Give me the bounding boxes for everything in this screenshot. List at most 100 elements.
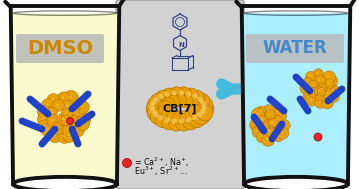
Circle shape: [326, 75, 338, 87]
Circle shape: [155, 90, 171, 106]
Circle shape: [42, 110, 45, 112]
Circle shape: [78, 113, 91, 126]
Circle shape: [314, 133, 322, 141]
Circle shape: [158, 115, 164, 121]
Ellipse shape: [13, 177, 117, 189]
FancyBboxPatch shape: [246, 34, 344, 63]
Circle shape: [258, 124, 267, 133]
Polygon shape: [40, 127, 44, 131]
Circle shape: [159, 101, 172, 114]
Circle shape: [303, 78, 313, 88]
Text: WATER: WATER: [262, 39, 327, 57]
Circle shape: [57, 113, 70, 126]
Circle shape: [256, 106, 266, 117]
Polygon shape: [242, 13, 350, 180]
Circle shape: [70, 98, 83, 110]
Circle shape: [313, 69, 323, 79]
Circle shape: [47, 115, 60, 127]
Circle shape: [162, 97, 175, 110]
Circle shape: [64, 90, 78, 105]
FancyBboxPatch shape: [16, 34, 104, 63]
Circle shape: [42, 118, 44, 120]
Circle shape: [327, 90, 340, 103]
Polygon shape: [270, 137, 274, 141]
Circle shape: [153, 96, 159, 102]
Circle shape: [162, 108, 175, 121]
Circle shape: [262, 133, 275, 146]
Circle shape: [261, 135, 263, 137]
Circle shape: [200, 108, 206, 114]
Circle shape: [332, 89, 334, 91]
Circle shape: [38, 120, 51, 133]
Polygon shape: [46, 112, 50, 116]
Circle shape: [324, 79, 334, 89]
Circle shape: [261, 127, 263, 129]
Circle shape: [74, 116, 90, 131]
Circle shape: [327, 92, 329, 94]
Circle shape: [321, 97, 334, 109]
Circle shape: [260, 110, 261, 112]
Circle shape: [194, 109, 210, 125]
Circle shape: [198, 101, 214, 117]
Polygon shape: [340, 87, 344, 91]
Circle shape: [307, 96, 309, 98]
Circle shape: [150, 93, 166, 109]
Circle shape: [188, 101, 201, 114]
Circle shape: [57, 126, 59, 129]
Circle shape: [41, 99, 55, 112]
Circle shape: [331, 94, 334, 97]
Circle shape: [189, 112, 205, 128]
Circle shape: [164, 117, 170, 123]
Circle shape: [188, 104, 201, 117]
Circle shape: [269, 118, 278, 127]
Polygon shape: [76, 122, 80, 126]
Circle shape: [273, 115, 282, 124]
Circle shape: [314, 75, 326, 87]
Polygon shape: [90, 112, 94, 116]
Circle shape: [47, 94, 60, 107]
Circle shape: [179, 90, 184, 96]
Circle shape: [323, 88, 334, 100]
Polygon shape: [252, 115, 256, 119]
Circle shape: [315, 91, 325, 101]
Circle shape: [176, 87, 192, 103]
Circle shape: [76, 101, 90, 114]
Polygon shape: [11, 13, 119, 180]
Circle shape: [318, 90, 319, 91]
Circle shape: [61, 100, 74, 112]
Circle shape: [312, 84, 314, 86]
Circle shape: [66, 118, 74, 125]
Circle shape: [192, 115, 198, 121]
Circle shape: [328, 85, 339, 96]
Circle shape: [323, 71, 336, 84]
Text: N: N: [178, 42, 184, 48]
Circle shape: [57, 92, 70, 104]
Circle shape: [37, 113, 51, 126]
Circle shape: [262, 119, 263, 120]
Circle shape: [309, 88, 318, 98]
Circle shape: [314, 86, 324, 96]
Circle shape: [197, 105, 213, 121]
Circle shape: [317, 88, 326, 96]
Circle shape: [149, 104, 155, 110]
Circle shape: [263, 105, 274, 116]
Circle shape: [63, 135, 65, 137]
Circle shape: [306, 94, 318, 106]
Polygon shape: [308, 89, 312, 93]
Circle shape: [276, 118, 278, 120]
Circle shape: [185, 108, 198, 121]
Circle shape: [266, 123, 268, 125]
Circle shape: [75, 102, 77, 104]
Polygon shape: [294, 75, 298, 79]
Polygon shape: [70, 127, 74, 131]
Circle shape: [183, 114, 199, 130]
Circle shape: [200, 100, 206, 106]
Circle shape: [267, 119, 277, 128]
Circle shape: [258, 115, 268, 125]
Circle shape: [265, 110, 275, 121]
Circle shape: [321, 87, 322, 89]
Circle shape: [277, 128, 279, 129]
Circle shape: [186, 117, 192, 123]
Circle shape: [81, 105, 83, 108]
Circle shape: [122, 159, 131, 167]
